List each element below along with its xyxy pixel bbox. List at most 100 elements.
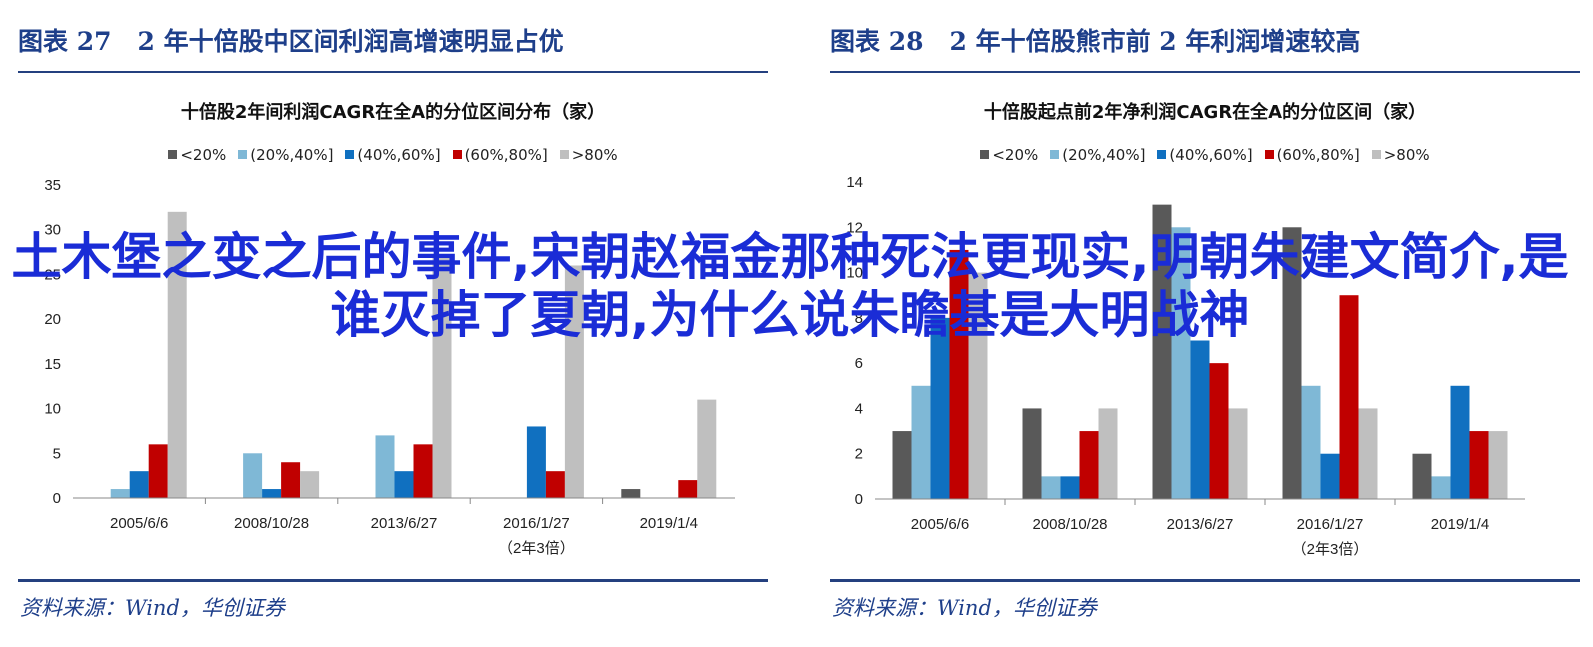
bar-chart: 0 5 10 15 20 25 30 35 2005/6/6 2008/10/28 2013/6/2… [44, 177, 735, 557]
legend-swatch [238, 150, 248, 159]
footer-rule [18, 579, 768, 582]
heading-rule [18, 71, 768, 73]
x-tick-label: 2005/6/6 [110, 515, 168, 532]
legend-swatch [345, 150, 355, 159]
bar [1060, 476, 1080, 499]
x-tick-label: 2013/6/27 [1167, 516, 1234, 533]
y-tick-label: 15 [44, 356, 61, 373]
bar [1488, 431, 1508, 499]
bar [148, 444, 168, 498]
legend-label: >80% [571, 146, 618, 164]
bar-chart: 0 2 4 6 8 10 12 14 2005/6/6 2008/10/28 2013/6/27 20… [846, 174, 1525, 558]
bar [892, 431, 912, 499]
bar [968, 272, 988, 499]
bar [1301, 385, 1321, 499]
chart-title: 十倍股起点前2年净利润CAGR在全A的分位区间（家） [983, 102, 1427, 123]
chart-title: 十倍股2年间利润CAGR在全A的分位区间分布（家） [180, 102, 606, 123]
x-tick-label: 2016/1/27 [503, 515, 570, 532]
legend-item: (40%,60%] [1157, 146, 1253, 164]
legend-swatch [452, 150, 462, 159]
bar [1431, 476, 1451, 499]
y-tick-label: 20 [44, 311, 61, 328]
legend-swatch [1157, 150, 1167, 159]
bar [413, 444, 433, 498]
x-tick-label: 2013/6/27 [371, 515, 438, 532]
bar [1450, 385, 1470, 499]
bar [262, 489, 282, 498]
y-tick-label: 8 [855, 310, 863, 327]
bar [1152, 204, 1172, 499]
legend-item: (20%,40%] [1050, 146, 1145, 164]
bar [1209, 363, 1229, 499]
bar [167, 211, 187, 499]
chart-legend: <20% (20%,40%] (40%,60%] (60%,80%] >80% [830, 146, 1580, 164]
y-tick-label: 0 [53, 490, 61, 507]
legend-swatch [1371, 150, 1381, 159]
legend-item: >80% [1371, 146, 1430, 164]
bar [564, 265, 584, 498]
y-tick-label: 2 [855, 446, 863, 463]
bar [110, 489, 130, 498]
bar [1339, 295, 1359, 499]
y-tick-label: 0 [855, 491, 863, 508]
bar [375, 435, 395, 498]
heading-rule [830, 71, 1580, 73]
y-tick-label: 14 [846, 174, 863, 191]
figure-heading: 图表 27 2 年十倍股中区间利润高增速明显占优 [18, 22, 564, 58]
legend-item: (20%,40%] [238, 146, 333, 164]
bar [697, 399, 717, 498]
bar [1320, 453, 1340, 499]
legend-label: (40%,60%] [1169, 146, 1253, 164]
legend-label: <20% [180, 146, 227, 164]
figure-heading-text: 2 年十倍股中区间利润高增速明显占优 [137, 27, 564, 56]
bar [1282, 227, 1302, 499]
bar [545, 471, 565, 498]
overlay-headline: 土木堡之变之后的事件,宋朝赵福金那种死法更现实,明朝朱建文简介,是谁灭掉了夏朝,… [11, 228, 1569, 344]
y-tick-label: 5 [53, 445, 61, 462]
bar [678, 480, 698, 498]
legend-swatch [168, 150, 178, 159]
bar [1190, 340, 1210, 499]
footer-rule [830, 579, 1580, 582]
bar [1171, 227, 1191, 499]
bar [1041, 476, 1061, 499]
bar [621, 489, 641, 498]
y-tick-label: 4 [855, 400, 863, 417]
x-tick-label: 2016/1/27 [1297, 516, 1364, 533]
y-tick-label: 10 [846, 265, 863, 282]
x-tick-label: 2005/6/6 [911, 516, 969, 533]
y-tick-label: 12 [846, 219, 863, 236]
legend-label: (20%,40%] [1062, 146, 1146, 164]
source-note: 资料来源：Wind，华创证券 [20, 596, 285, 620]
x-tick-label: 2008/10/28 [1032, 516, 1107, 533]
bar [1228, 408, 1248, 499]
legend-label: (40%,60%] [357, 146, 441, 164]
bar [394, 471, 414, 498]
bar [129, 471, 149, 498]
bar [1358, 408, 1378, 499]
y-tick-label: 25 [44, 266, 61, 283]
legend-label: <20% [992, 146, 1039, 164]
legend-item: <20% [168, 146, 226, 164]
bar [949, 249, 969, 499]
bar [930, 317, 950, 499]
x-tick-label: 2019/1/4 [1431, 516, 1489, 533]
x-tick-note: （2年3倍） [498, 540, 575, 557]
bar [281, 462, 301, 498]
x-tick-label: 2019/1/4 [640, 515, 698, 532]
y-tick-label: 10 [44, 401, 61, 418]
x-tick-note: （2年3倍） [1292, 541, 1369, 558]
legend-item: >80% [559, 146, 618, 164]
bar [432, 256, 452, 498]
legend-swatch [1264, 150, 1274, 159]
chart-legend: <20% (20%,40%] (40%,60%] (60%,80%] >80% [18, 146, 768, 164]
bar [1022, 408, 1042, 499]
bar [1469, 431, 1489, 499]
bar [1412, 453, 1432, 499]
source-note: 资料来源：Wind，华创证券 [832, 596, 1097, 620]
legend-swatch [980, 150, 990, 159]
y-tick-label: 35 [44, 177, 61, 194]
figure-label: 图表 28 [830, 27, 924, 56]
bar [243, 453, 263, 498]
bar [300, 471, 320, 498]
